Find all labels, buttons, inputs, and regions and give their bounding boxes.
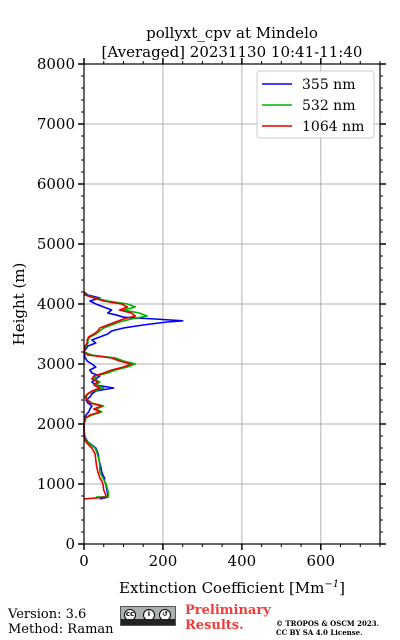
y-tick-label: 2000 bbox=[37, 415, 75, 433]
chart-title: pollyxt_cpv at Mindelo bbox=[146, 24, 318, 42]
y-tick-label: 0 bbox=[65, 535, 75, 553]
y-tick-labels: 0 1000 2000 3000 4000 5000 6000 7000 8000 bbox=[37, 55, 75, 553]
version-text: Version: 3.6 bbox=[8, 607, 87, 622]
method-text: Method: Raman bbox=[8, 622, 114, 637]
version-method-info: Version: 3.6 Method: Raman bbox=[8, 607, 114, 637]
legend-label: 355 nm bbox=[302, 77, 355, 93]
axis-ticks bbox=[78, 58, 386, 550]
copyright-note: © TROPOS & OSCM 2023. CC BY SA 4.0 Licen… bbox=[276, 619, 379, 637]
data-lines bbox=[83, 291, 184, 500]
preliminary-line-1: Preliminary bbox=[185, 603, 271, 618]
y-tick-label: 1000 bbox=[37, 475, 75, 493]
legend-label: 532 nm bbox=[302, 98, 355, 114]
preliminary-line-2: Results. bbox=[185, 618, 244, 633]
legend-box bbox=[256, 70, 375, 139]
chart-subtitle: [Averaged] 20231130 10:41-11:40 bbox=[102, 43, 363, 61]
copyright-line-1: © TROPOS & OSCM 2023. bbox=[276, 619, 380, 628]
preliminary-results-note: Preliminary Results. bbox=[185, 603, 271, 633]
y-tick-label: 7000 bbox=[37, 115, 75, 133]
y-tick-label: 5000 bbox=[37, 235, 75, 253]
series-line-532-nm bbox=[83, 291, 148, 498]
x-tick-label: 0 bbox=[79, 552, 89, 570]
x-tick-label: 200 bbox=[149, 552, 178, 570]
y-tick-label: 3000 bbox=[37, 355, 75, 373]
y-axis-label: Height (m) bbox=[10, 263, 28, 346]
y-tick-label: 8000 bbox=[37, 55, 75, 73]
y-tick-label: 6000 bbox=[37, 175, 75, 193]
x-axis-label: Extinction Coefficient [Mm−1] bbox=[119, 579, 345, 597]
copyright-line-2: CC BY SA 4.0 License. bbox=[276, 628, 363, 637]
legend: 355 nm 532 nm 1064 nm bbox=[256, 70, 375, 139]
cc-by-sa-icon: cc i ↺ bbox=[120, 606, 176, 626]
legend-label: 1064 nm bbox=[302, 119, 364, 135]
x-tick-label: 600 bbox=[306, 552, 335, 570]
y-tick-label: 4000 bbox=[37, 295, 75, 313]
x-tick-label: 400 bbox=[228, 552, 257, 570]
x-tick-labels: 0 200 400 600 bbox=[79, 552, 335, 570]
series-line-1064-nm bbox=[83, 291, 137, 500]
series-line-355-nm bbox=[83, 291, 184, 500]
